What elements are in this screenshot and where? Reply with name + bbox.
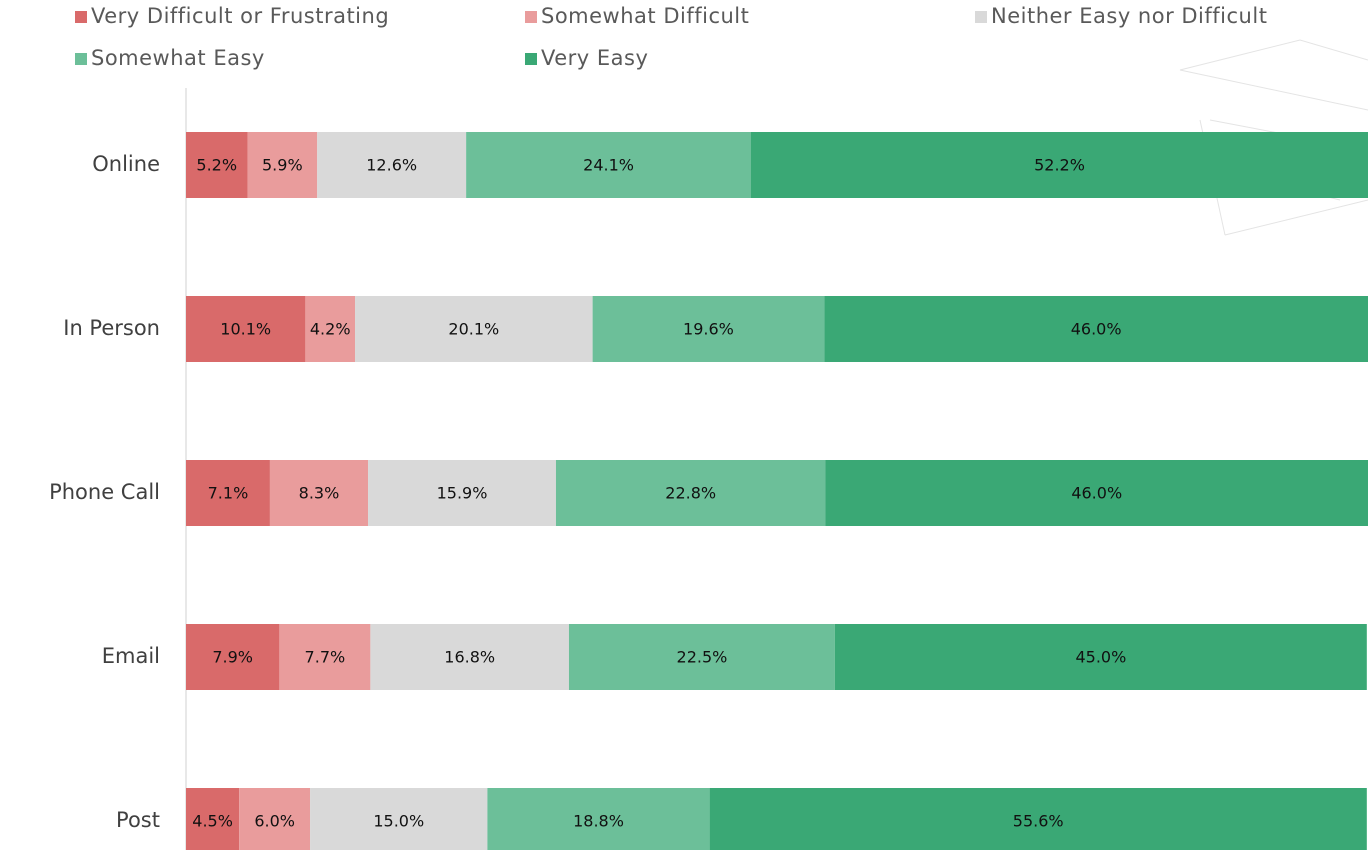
legend-label: Somewhat Difficult (541, 4, 749, 28)
data-label: 6.0% (254, 812, 295, 831)
data-label: 15.9% (437, 484, 488, 503)
data-label: 4.2% (310, 320, 351, 339)
category-label: Post (116, 808, 160, 832)
data-label: 7.1% (208, 484, 249, 503)
legend-swatch (975, 11, 987, 23)
data-label: 7.9% (212, 648, 253, 667)
data-label: 20.1% (448, 320, 499, 339)
data-label: 19.6% (683, 320, 734, 339)
legend-label: Somewhat Easy (91, 46, 265, 70)
data-label: 22.5% (677, 648, 728, 667)
legend-label: Very Easy (541, 46, 648, 70)
data-label: 18.8% (573, 812, 624, 831)
category-label: Email (102, 644, 160, 668)
data-label: 45.0% (1075, 648, 1126, 667)
chart: Very Difficult or Frustrating Somewhat Di… (0, 0, 1368, 850)
data-label: 24.1% (583, 156, 634, 175)
legend-swatch (75, 53, 87, 65)
category-label: Online (92, 152, 160, 176)
data-label: 22.8% (665, 484, 716, 503)
legend-label: Very Difficult or Frustrating (91, 4, 389, 28)
data-label: 46.0% (1071, 484, 1122, 503)
data-label: 7.7% (305, 648, 346, 667)
legend-swatch (75, 11, 87, 23)
data-label: 4.5% (192, 812, 233, 831)
data-label: 46.0% (1071, 320, 1122, 339)
data-label: 5.2% (196, 156, 237, 175)
data-label: 8.3% (299, 484, 340, 503)
legend-swatch (525, 53, 537, 65)
data-label: 52.2% (1034, 156, 1085, 175)
data-label: 55.6% (1013, 812, 1064, 831)
data-label: 15.0% (373, 812, 424, 831)
data-label: 5.9% (262, 156, 303, 175)
category-label: In Person (63, 316, 160, 340)
category-label: Phone Call (49, 480, 160, 504)
data-label: 10.1% (220, 320, 271, 339)
data-label: 16.8% (444, 648, 495, 667)
page: Very Difficult or Frustrating Somewhat Di… (0, 0, 1368, 850)
legend-swatch (525, 11, 537, 23)
legend-label: Neither Easy nor Difficult (991, 4, 1267, 28)
data-label: 12.6% (366, 156, 417, 175)
